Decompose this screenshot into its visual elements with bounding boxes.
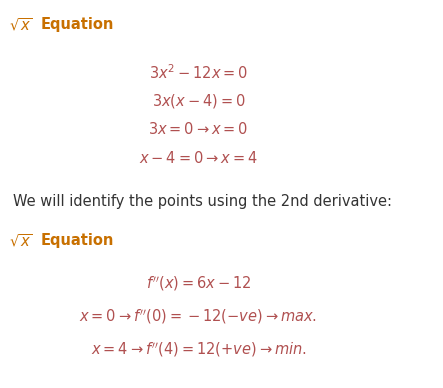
Text: $x = 4 \rightarrow f''(4) = 12(+ve) \rightarrow min.$: $x = 4 \rightarrow f''(4) = 12(+ve) \rig…	[90, 340, 307, 359]
Text: $3x = 0 \rightarrow x = 0$: $3x = 0 \rightarrow x = 0$	[148, 121, 249, 137]
Text: We will identify the points using the 2nd derivative:: We will identify the points using the 2n…	[13, 194, 392, 209]
Text: $x = 0 \rightarrow f''(0) = -12(-ve) \rightarrow max.$: $x = 0 \rightarrow f''(0) = -12(-ve) \ri…	[79, 308, 318, 326]
Text: Equation: Equation	[41, 232, 114, 248]
Text: $f''(x) = 6x - 12$: $f''(x) = 6x - 12$	[146, 275, 251, 293]
Text: $3x^2 - 12x = 0$: $3x^2 - 12x = 0$	[149, 63, 248, 82]
Text: $\sqrt{x}$: $\sqrt{x}$	[9, 17, 33, 34]
Text: $3x(x - 4) = 0$: $3x(x - 4) = 0$	[152, 92, 245, 110]
Text: $\sqrt{x}$: $\sqrt{x}$	[9, 232, 33, 249]
Text: Equation: Equation	[41, 17, 114, 32]
Text: $x - 4 = 0 \rightarrow x = 4$: $x - 4 = 0 \rightarrow x = 4$	[139, 150, 258, 166]
